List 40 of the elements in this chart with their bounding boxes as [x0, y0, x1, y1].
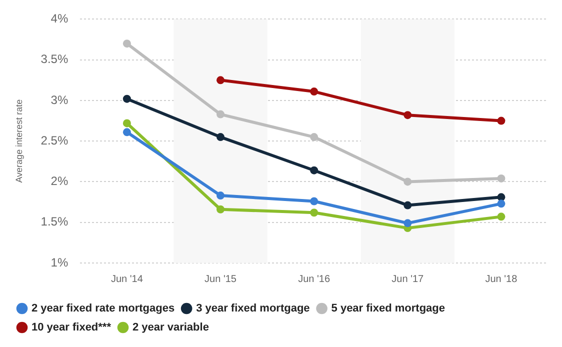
point	[216, 192, 225, 200]
y-tick-label: 1.5%	[40, 214, 68, 229]
y-tick-label: 2%	[50, 174, 68, 188]
point	[122, 40, 131, 48]
y-tick-label: 2.5%	[40, 133, 68, 148]
point	[310, 197, 318, 206]
y-tick-label: 4%	[50, 12, 68, 26]
x-tick-label: Jun '17	[392, 274, 424, 285]
legend-label: 2 year variable	[132, 322, 209, 334]
y-tick-label: 3.5%	[40, 52, 68, 66]
legend-label: 5 year fixed mortgage	[331, 302, 445, 315]
point	[216, 76, 225, 84]
x-tick-label: Jun '14	[110, 274, 144, 285]
point	[122, 119, 131, 128]
point	[404, 178, 412, 186]
point	[310, 208, 318, 217]
point	[404, 219, 412, 228]
point	[404, 201, 412, 210]
point	[216, 133, 225, 142]
point	[310, 88, 318, 96]
y-tick-label: 1%	[50, 255, 68, 270]
x-tick-label: Jun '15	[204, 274, 237, 285]
x-tick-label: Jun '18	[485, 274, 518, 285]
legend-label: 3 year fixed mortgage	[196, 302, 310, 315]
point	[310, 133, 318, 142]
point	[216, 110, 225, 118]
y-axis-title: Average interest rate	[14, 99, 24, 183]
point	[497, 174, 506, 182]
point	[404, 111, 412, 120]
point	[216, 205, 225, 214]
point	[122, 94, 131, 103]
point	[497, 212, 506, 221]
point	[310, 166, 318, 174]
point	[122, 128, 131, 136]
point	[497, 200, 506, 208]
legend-label: 2 year fixed rate mortgages	[32, 302, 175, 315]
point	[497, 116, 506, 125]
legend-label: 10 year fixed***	[32, 322, 112, 334]
y-tick-label: 3%	[50, 92, 68, 107]
x-tick-label: Jun '16	[298, 274, 330, 285]
